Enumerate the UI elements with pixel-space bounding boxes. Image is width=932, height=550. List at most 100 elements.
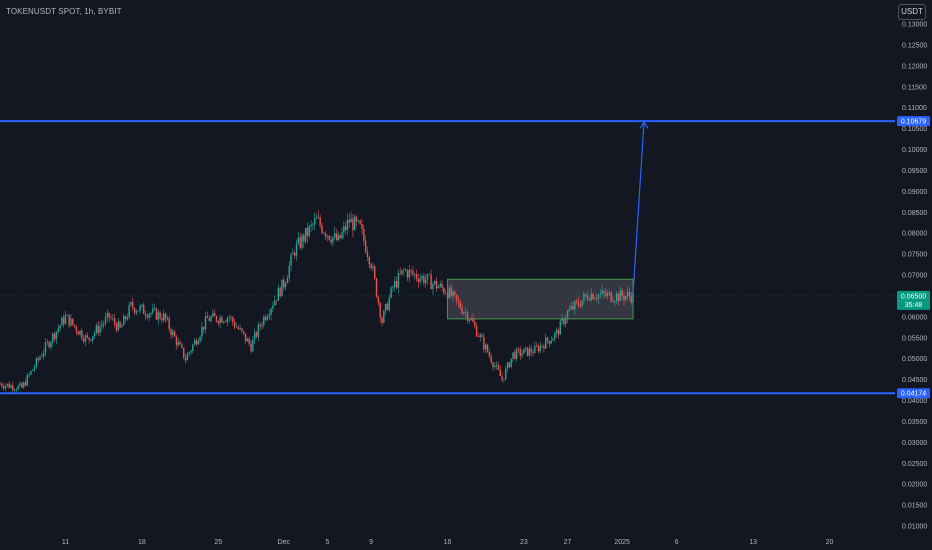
candle-body (454, 291, 456, 295)
candle-body (492, 362, 494, 368)
candle-body (579, 304, 581, 307)
candle-body (250, 343, 252, 352)
candle (510, 358, 512, 369)
candle-body (275, 300, 278, 302)
y-tick-label: 0.12000 (902, 63, 927, 70)
candle (190, 349, 192, 355)
candle-body (597, 294, 600, 299)
candle (617, 292, 620, 306)
candle (517, 346, 520, 353)
currency-button[interactable]: USDT (898, 4, 926, 20)
candle (575, 298, 578, 305)
candle (383, 309, 385, 324)
candle-body (281, 279, 283, 297)
candle (259, 322, 261, 331)
candle (59, 324, 61, 333)
candle-body (88, 337, 90, 340)
candle (146, 312, 149, 320)
candle-body (506, 362, 509, 369)
candle-body (383, 310, 385, 323)
candle (292, 248, 294, 255)
candle (152, 303, 154, 315)
candle (275, 300, 278, 306)
candle-body (232, 317, 234, 323)
candle-body (39, 357, 41, 360)
candle-body (403, 269, 405, 271)
candle (106, 309, 109, 322)
candle (505, 365, 507, 381)
candle (172, 328, 174, 338)
candle (508, 361, 511, 368)
candle (284, 281, 287, 291)
candle (430, 269, 432, 290)
candle (73, 324, 76, 329)
candle (48, 340, 50, 349)
candle (288, 261, 290, 283)
candle-body (490, 355, 492, 363)
candle (526, 347, 529, 357)
y-tick-label: 0.07000 (902, 273, 927, 280)
y-tick-label: 0.13000 (902, 22, 927, 29)
candle-body (525, 347, 527, 349)
candle-body (93, 332, 96, 337)
candle (366, 246, 369, 262)
candle (226, 316, 229, 327)
candle (26, 373, 28, 387)
candle-body (463, 312, 465, 314)
candle-body (192, 344, 194, 351)
candle-body (101, 324, 103, 327)
candle (62, 313, 65, 328)
candle-body (212, 312, 214, 317)
candle-body (179, 341, 181, 345)
candle-body (186, 354, 189, 361)
candle (308, 224, 310, 239)
candle-body (12, 385, 14, 391)
candle-body (255, 332, 258, 337)
candle (181, 342, 183, 349)
candle-body (585, 294, 587, 296)
y-tick-label: 0.03500 (902, 419, 927, 426)
candle (143, 302, 145, 315)
candle (6, 383, 8, 388)
candle (57, 324, 59, 335)
candle (343, 221, 345, 239)
candle (461, 303, 463, 315)
candle (264, 314, 267, 322)
candle (168, 315, 170, 333)
candle (261, 320, 263, 330)
candle-body (195, 340, 198, 345)
candle-body (1, 383, 3, 387)
x-tick-label: 16 (444, 539, 452, 546)
candle-body (459, 301, 461, 309)
candle-body (50, 342, 52, 348)
candle (585, 293, 587, 298)
candle (545, 333, 547, 350)
candle (135, 309, 138, 316)
candle-body (248, 338, 250, 344)
candle (255, 331, 258, 339)
candle-body (241, 328, 243, 332)
candle-body (328, 235, 330, 240)
candle (75, 325, 78, 336)
candle-body (532, 352, 534, 354)
candle (175, 334, 178, 350)
candle-body (404, 269, 407, 271)
candle-body (319, 217, 321, 226)
candle (506, 361, 509, 373)
candle (263, 314, 265, 329)
candle (270, 307, 272, 321)
candle-body (324, 233, 327, 237)
candle-body (539, 345, 541, 352)
current-price-tag (897, 290, 930, 310)
candle (421, 274, 423, 282)
candle-body (614, 301, 616, 302)
level-price-label: 0.04174 (901, 391, 926, 398)
candle-body (55, 331, 58, 340)
candle (8, 381, 10, 389)
symbol-title[interactable]: TOKENUSDT SPOT, 1h, BYBIT (6, 7, 122, 16)
candle-body (470, 318, 472, 320)
candle-body (132, 302, 134, 309)
candle-body (337, 234, 340, 241)
y-tick-label: 0.04500 (902, 377, 927, 384)
